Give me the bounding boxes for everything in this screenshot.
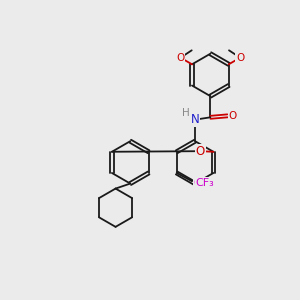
Text: CF₃: CF₃ — [196, 178, 214, 188]
Text: O: O — [236, 53, 244, 63]
Text: H: H — [182, 108, 190, 118]
Text: O: O — [176, 53, 185, 63]
Text: O: O — [229, 111, 237, 121]
Text: N: N — [191, 113, 200, 126]
Text: 3: 3 — [204, 180, 210, 189]
Text: CF: CF — [194, 178, 207, 188]
Text: O: O — [196, 145, 205, 158]
